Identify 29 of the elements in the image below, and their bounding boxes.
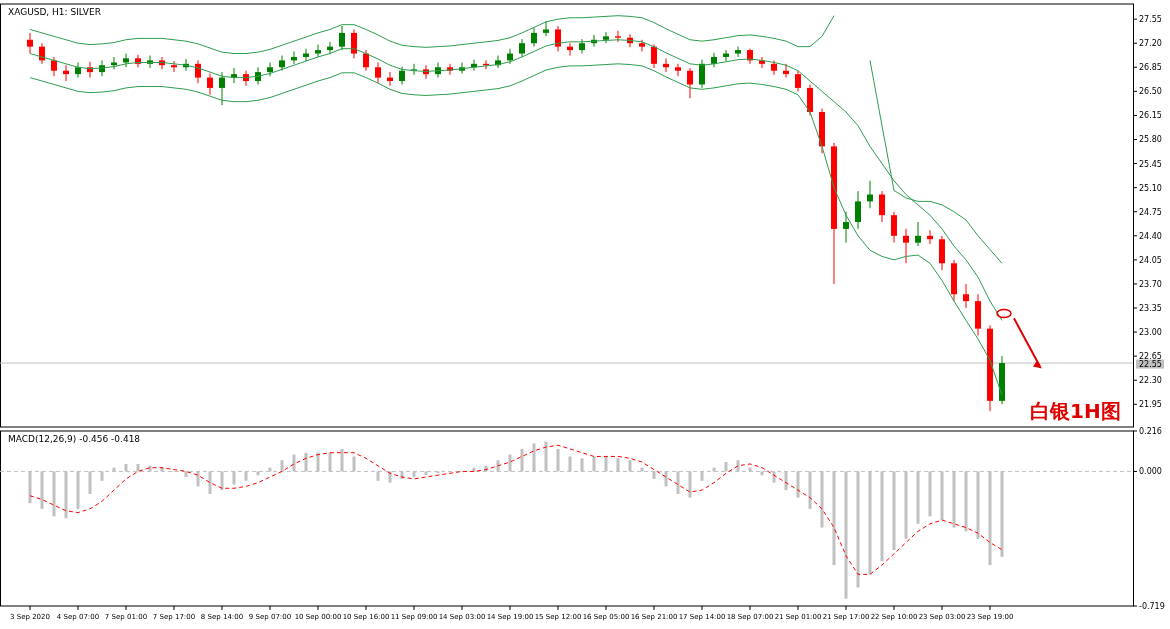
text: 白银1H图 [1030,399,1121,423]
y-tick-label: 26.85 [1139,63,1162,73]
y-tick-label: 25.10 [1139,183,1162,193]
y-tick-label: 0.000 [1139,467,1162,477]
y-tick-label: 23.00 [1139,328,1162,338]
y-tick-label: 25.80 [1139,135,1162,145]
y-tick-label: 26.50 [1139,87,1162,97]
bar [556,448,560,472]
y-tick-label: 24.05 [1139,255,1162,265]
line-series [29,444,1003,575]
chart-title: MACD(12,26,9) -0.456 -0.418 [8,434,141,444]
y-tick-label: 24.75 [1139,207,1162,217]
y-tick-label: 23.35 [1139,304,1162,314]
chart-title: XAGUSD, H1: SILVER [8,7,101,17]
bar [136,463,140,472]
ref-line-label: 22.55 [1139,360,1162,370]
bar [724,462,728,472]
y-tick-label: 22.65 [1139,352,1162,362]
y-tick-label: 23.70 [1139,279,1162,289]
y-tick-label: 22.30 [1139,376,1162,386]
y-tick-label: 27.20 [1139,39,1162,49]
y-tick-label: 24.40 [1139,231,1162,241]
y-tick-label: 26.15 [1139,111,1162,121]
bar [304,452,308,472]
y-tick-label: 27.55 [1139,15,1162,25]
y-tick-label: 0.216 [1139,427,1162,436]
y-tick-label: 21.95 [1139,400,1162,410]
y-tick-label: -0.719 [1139,602,1165,611]
y-tick-label: 25.45 [1139,159,1162,169]
